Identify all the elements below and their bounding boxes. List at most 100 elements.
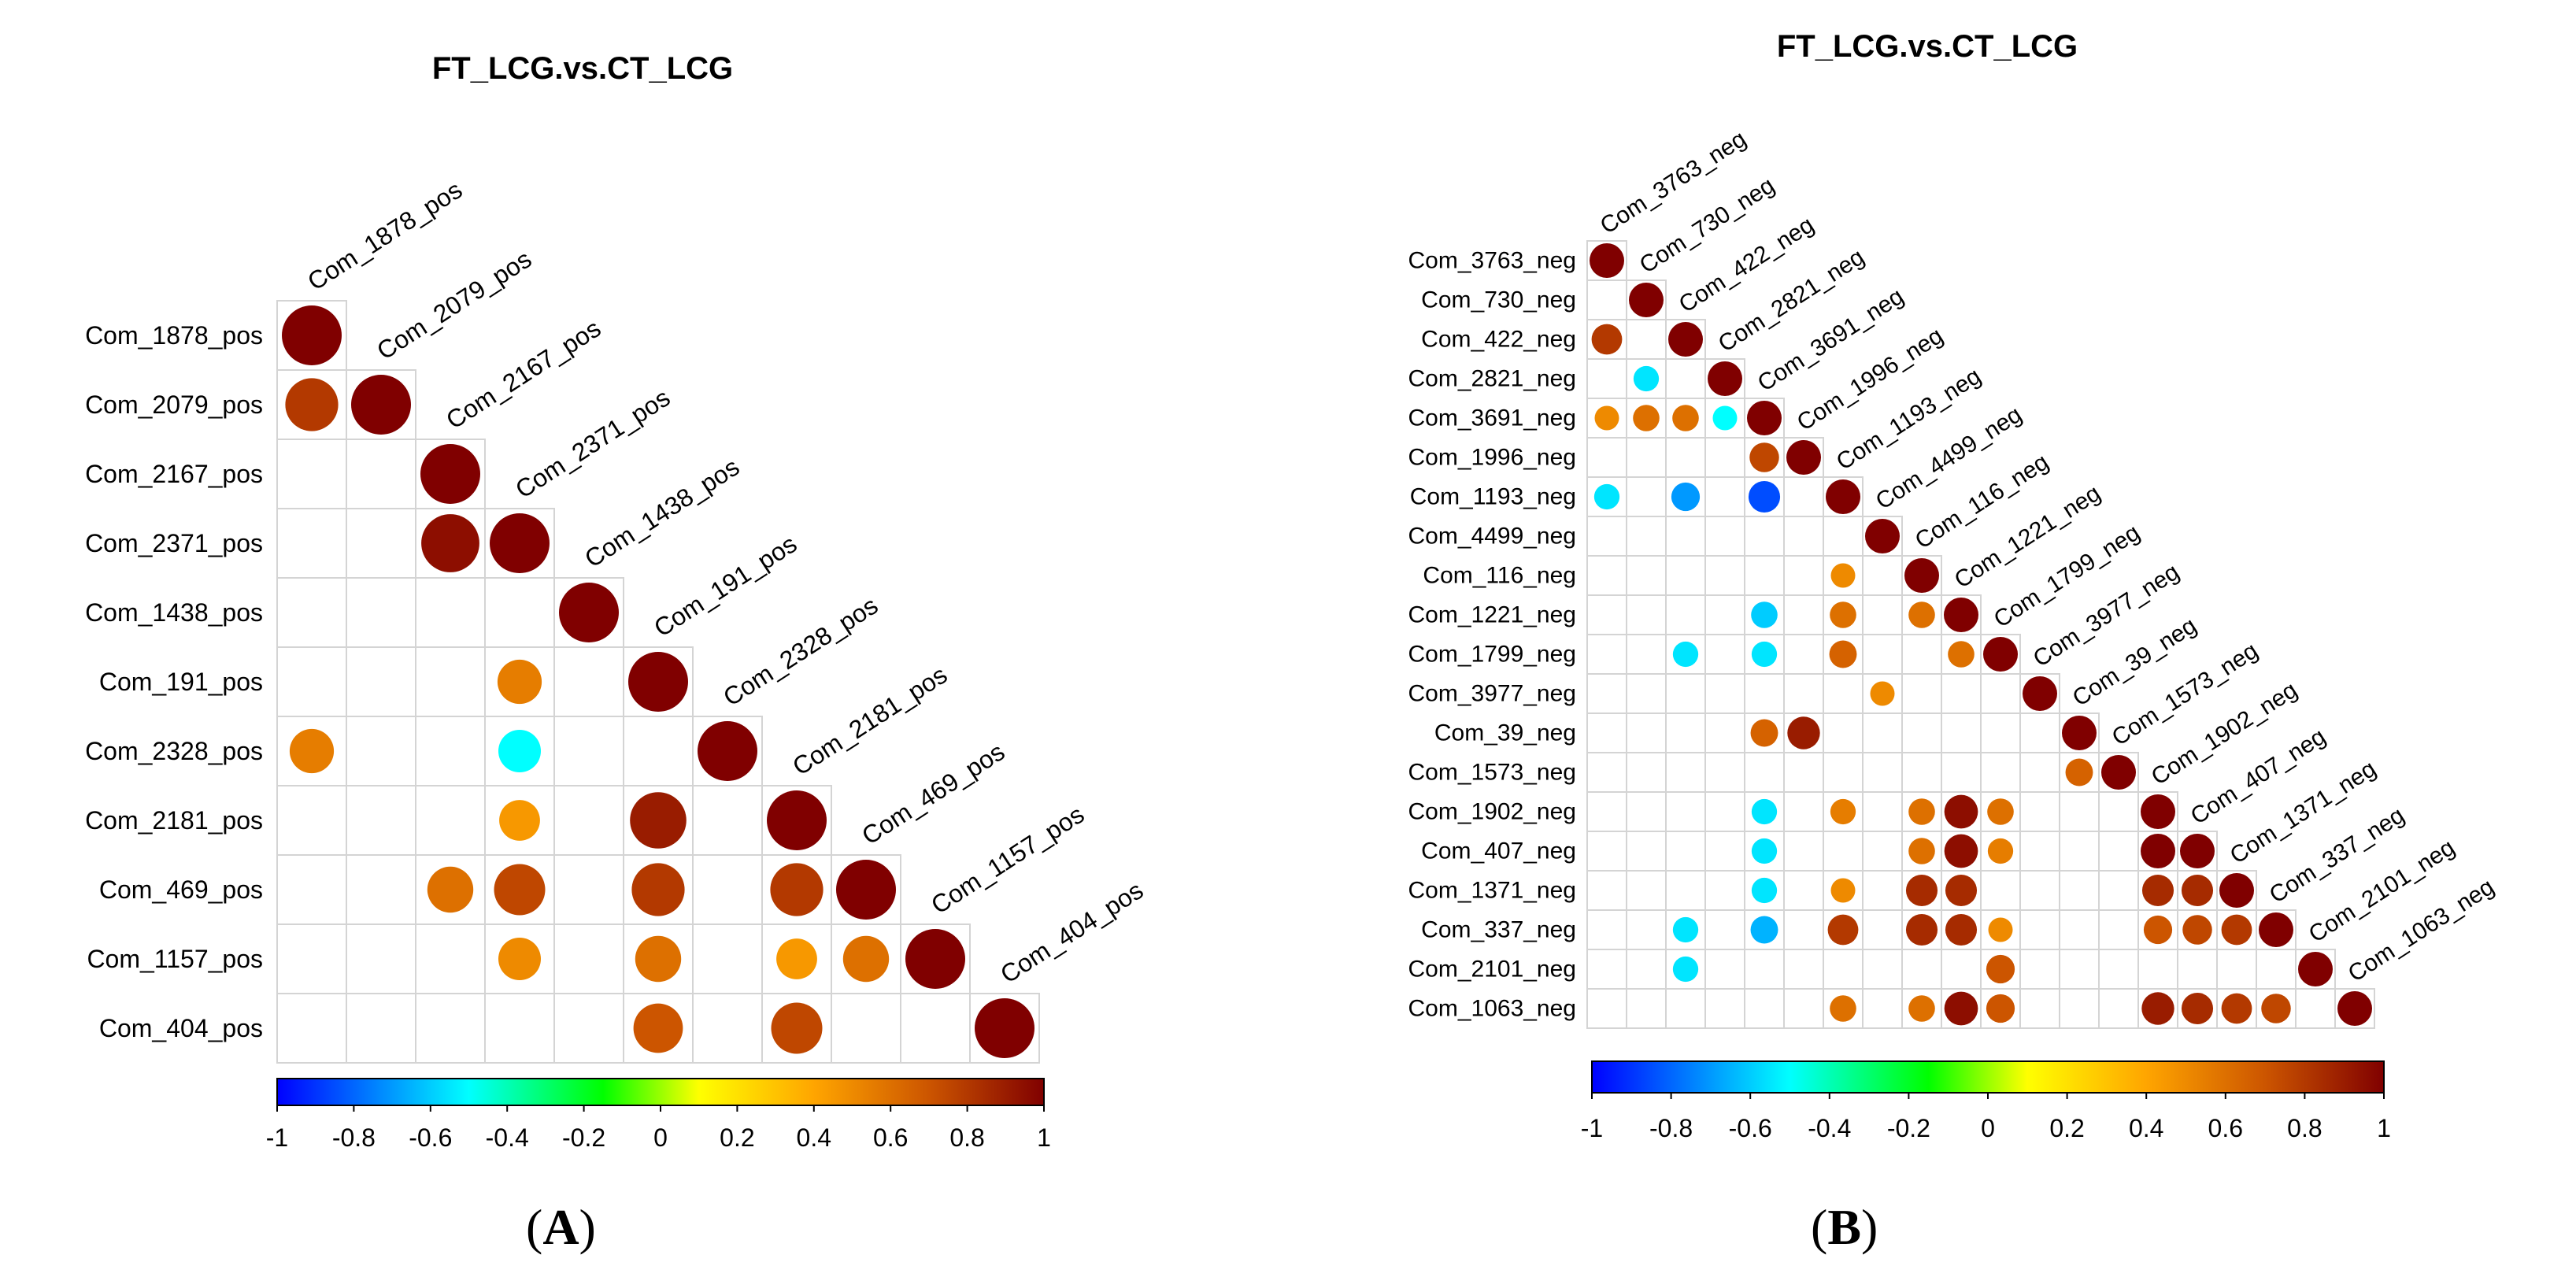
correlation-circle — [1945, 913, 1978, 946]
grid-cell — [1704, 594, 1745, 635]
caption-open-b: ( — [1811, 1199, 1828, 1255]
correlation-circle — [1591, 324, 1623, 355]
correlation-circle — [2101, 755, 2136, 790]
grid-cell — [346, 854, 416, 925]
correlation-circle — [1748, 480, 1781, 513]
colorbar-tick-label: 0 — [1981, 1114, 1995, 1142]
grid-cell — [1744, 673, 1785, 714]
correlation-circle — [1712, 405, 1738, 431]
row-label: Com_422_neg — [1421, 327, 1576, 353]
row-label: Com_1193_neg — [1410, 484, 1576, 510]
grid-cell — [1704, 673, 1745, 714]
row-label: Com_2821_neg — [1408, 366, 1576, 392]
grid-cell — [1783, 476, 1824, 517]
grid-cell — [1783, 752, 1824, 793]
grid-cell — [1901, 673, 1942, 714]
caption-open-a: ( — [526, 1199, 543, 1255]
correlation-circle — [1593, 483, 1620, 510]
colorbar-tick-label: -0.8 — [1649, 1114, 1693, 1142]
grid-cell — [1586, 870, 1627, 911]
grid-cell — [2059, 870, 2100, 911]
correlation-circle — [776, 938, 817, 979]
grid-cell — [1626, 870, 1667, 911]
grid-cell — [346, 577, 416, 648]
grid-cell — [1626, 634, 1667, 675]
grid-cell — [1586, 909, 1627, 950]
grid-cell — [1665, 516, 1706, 557]
colorbar-tick-label: -0.4 — [486, 1123, 529, 1152]
row-label: Com_2371_pos — [85, 529, 263, 557]
grid-cell — [900, 993, 971, 1064]
correlation-circle — [1904, 558, 1939, 593]
grid-cell — [1586, 949, 1627, 990]
correlation-circle — [1751, 641, 1778, 668]
correlation-circle — [1671, 482, 1701, 512]
grid-cell — [1862, 909, 1903, 950]
grid-cell — [2177, 949, 2218, 990]
correlation-circle — [2141, 874, 2174, 907]
colorbar — [1591, 1060, 2385, 1094]
colorbar-tick-label: 0.4 — [2129, 1114, 2163, 1142]
grid-cell — [415, 993, 486, 1064]
grid-cell — [1980, 673, 2021, 714]
correlation-circle — [1829, 640, 1857, 668]
grid-cell — [276, 646, 347, 717]
grid-cell — [1586, 752, 1627, 793]
grid-cell — [1980, 870, 2021, 911]
grid-cell — [1783, 949, 1824, 990]
correlation-circle — [975, 998, 1034, 1058]
grid-cell — [276, 716, 347, 786]
colorbar-tick-label: -0.2 — [1887, 1114, 1930, 1142]
grid-cell — [692, 854, 763, 925]
grid-cell — [2059, 791, 2100, 832]
grid-cell — [1586, 437, 1627, 478]
correlation-circle — [1751, 877, 1778, 904]
correlation-circle — [1629, 283, 1664, 317]
grid-cell — [1823, 712, 1864, 753]
panel-label-b: (B) — [1811, 1198, 1878, 1257]
grid-cell — [1626, 555, 1667, 596]
row-label: Com_4499_neg — [1408, 524, 1576, 550]
grid-cell — [1744, 516, 1785, 557]
grid-cell — [1783, 870, 1824, 911]
correlation-circle — [1988, 917, 2013, 942]
caption-close-a: ) — [579, 1199, 596, 1255]
grid-cell — [1862, 791, 1903, 832]
grid-cell — [276, 508, 347, 579]
grid-cell — [2098, 909, 2139, 950]
grid-cell — [2256, 949, 2297, 990]
row-label: Com_3763_neg — [1408, 248, 1576, 274]
correlation-circle — [1830, 563, 1856, 588]
column-label: Com_1157_pos — [926, 800, 1089, 920]
correlation-circle — [498, 938, 541, 980]
correlation-circle — [1633, 365, 1660, 392]
grid-cell — [2098, 949, 2139, 990]
correlation-circle — [2221, 914, 2252, 946]
grid-cell — [1665, 791, 1706, 832]
correlation-circle — [698, 721, 757, 781]
correlation-circle — [1986, 954, 2015, 984]
caption-close-b: ) — [1861, 1199, 1878, 1255]
correlation-circle — [2261, 994, 2291, 1023]
row-label: Com_1221_neg — [1408, 602, 1576, 628]
grid-cell — [1862, 555, 1903, 596]
grid-cell — [1704, 791, 1745, 832]
grid-cell — [2019, 712, 2060, 753]
row-label: Com_1799_neg — [1408, 642, 1576, 668]
correlation-circle — [2141, 834, 2175, 868]
correlation-circle — [771, 1002, 823, 1054]
grid-cell — [1626, 673, 1667, 714]
correlation-circle — [1751, 838, 1778, 864]
correlation-circle — [1830, 878, 1856, 903]
grid-cell — [2098, 870, 2139, 911]
correlation-circle — [1672, 405, 1699, 431]
grid-cell — [1862, 752, 1903, 793]
grid-cell — [1744, 555, 1785, 596]
grid-cell — [2019, 831, 2060, 872]
grid-cell — [1704, 712, 1745, 753]
grid-cell — [1626, 909, 1667, 950]
grid-cell — [1823, 516, 1864, 557]
correlation-circle — [420, 444, 480, 504]
correlation-circle — [1672, 956, 1699, 983]
correlation-circle — [1945, 874, 1978, 907]
